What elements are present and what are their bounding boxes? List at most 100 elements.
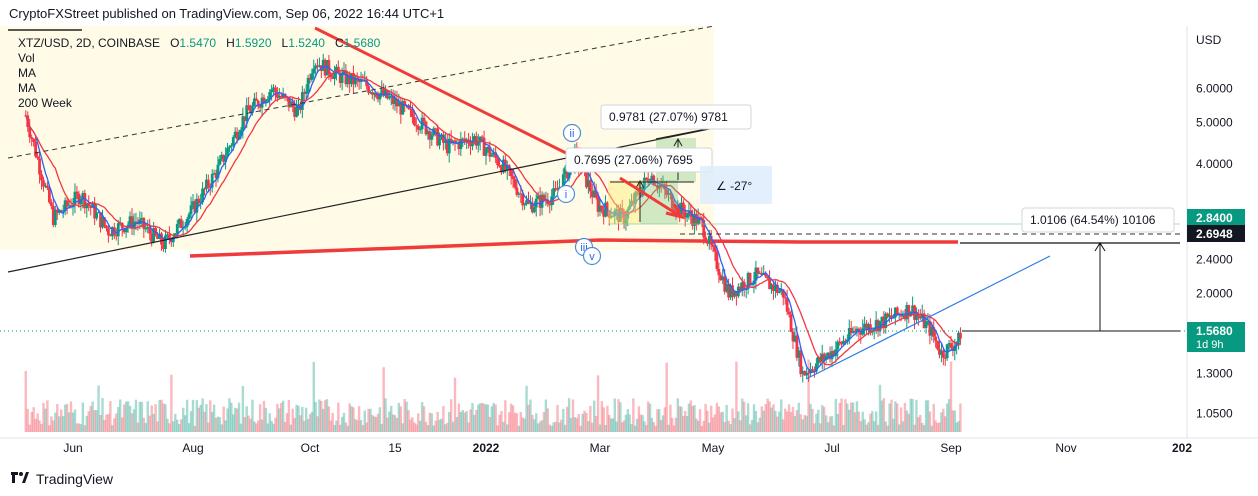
- volume-bar: [75, 423, 79, 432]
- arrow-head-icon: [673, 137, 683, 147]
- volume-bar: [799, 414, 802, 432]
- volume-bar: [626, 409, 629, 432]
- candle-body: [275, 92, 279, 98]
- volume-bar: [69, 401, 73, 432]
- candle-body: [884, 313, 888, 328]
- volume-bar: [130, 413, 134, 432]
- candle-body: [344, 70, 348, 85]
- volume-bar: [237, 402, 241, 432]
- candle-body: [316, 65, 319, 67]
- volume-bar: [840, 398, 843, 432]
- volume-bar: [168, 423, 171, 432]
- volume-bar: [239, 423, 243, 432]
- candle-body: [709, 235, 713, 245]
- candle-body: [274, 87, 277, 93]
- volume-bar: [56, 404, 59, 432]
- volume-bar: [853, 412, 857, 432]
- y-tick-label: 2.0000: [1196, 286, 1233, 300]
- volume-bar: [907, 413, 910, 432]
- volume-bar: [160, 399, 163, 432]
- volume-bar: [210, 411, 214, 432]
- volume-bar: [399, 406, 403, 432]
- volume-bar: [193, 425, 197, 432]
- volume-bar: [838, 402, 841, 432]
- volume-bar: [564, 424, 567, 432]
- volume-bar: [772, 404, 775, 432]
- volume-bar: [936, 422, 939, 432]
- volume-bar: [617, 399, 620, 432]
- legend-indicator-vol[interactable]: Vol: [18, 51, 35, 65]
- volume-bar: [639, 414, 642, 432]
- volume-bar: [189, 411, 193, 432]
- volume-bar: [924, 400, 928, 432]
- price-label-tag: [1187, 322, 1245, 352]
- volume-bar: [621, 422, 624, 432]
- candle-body: [888, 315, 891, 318]
- volume-bar: [637, 406, 641, 432]
- candle-body: [733, 291, 736, 297]
- price-chart[interactable]: 0.9781 (27.07%) 9781 0.7695 (27.06%) 7695…: [0, 26, 1258, 464]
- volume-bar: [669, 404, 672, 432]
- x-tick-label: Oct: [301, 441, 320, 455]
- volume-bar: [554, 421, 557, 432]
- volume-bar: [126, 401, 130, 432]
- volume-bar: [863, 419, 866, 432]
- legend-c-value: 1.5680: [343, 36, 381, 50]
- candle-body: [438, 138, 441, 146]
- volume-bar: [624, 414, 628, 432]
- volume-bar: [140, 402, 144, 432]
- price-label-countdown: 1d 9h: [1196, 339, 1224, 351]
- candle-body: [807, 372, 810, 374]
- volume-bar: [615, 421, 618, 432]
- volume-bar: [274, 417, 277, 432]
- candle-body: [114, 235, 118, 237]
- volume-bar: [449, 399, 453, 432]
- candle-body: [83, 193, 87, 209]
- volume-bar: [469, 409, 472, 432]
- volume-bar: [352, 407, 355, 432]
- legend-indicator-ma1[interactable]: MA: [18, 66, 36, 80]
- candle-body: [293, 106, 297, 117]
- candle-body: [836, 341, 840, 350]
- legend-ohlc[interactable]: XTZ/USD, 2D, COINBASE O1.5470 H1.5920 L1…: [18, 36, 380, 51]
- candle-body: [618, 208, 622, 222]
- time-axis[interactable]: Jun Aug Oct 15 2022 Mar May Jul Sep Nov 202: [63, 441, 1192, 455]
- volume-bar: [258, 404, 262, 432]
- volume-bar: [663, 407, 667, 432]
- candle-body: [353, 77, 357, 85]
- legend-indicator-ma2[interactable]: MA: [18, 81, 36, 95]
- candle-body: [943, 357, 947, 359]
- red-arrow: [619, 176, 681, 218]
- candle-body: [754, 267, 758, 281]
- candle-body: [484, 149, 488, 156]
- candle-body: [235, 131, 239, 140]
- candle-body: [272, 87, 275, 90]
- candle-body: [414, 125, 418, 127]
- volume-bar: [87, 411, 90, 432]
- volume-bar: [519, 411, 522, 432]
- candle-body: [777, 290, 781, 293]
- volume-bar: [676, 398, 680, 432]
- price-axis[interactable]: 6.0000 5.0000 4.0000 2.4000 2.0000 1.3000 1.05…: [1196, 82, 1233, 421]
- volume-bar: [340, 416, 344, 432]
- volume-bar: [310, 411, 314, 432]
- volume-bar: [440, 418, 443, 432]
- candle-body: [639, 194, 643, 196]
- candle-body: [689, 210, 693, 217]
- volume-bar: [546, 408, 550, 432]
- volume-bar: [538, 421, 542, 432]
- candle-body: [295, 106, 298, 117]
- y-tick-label: 1.0500: [1196, 406, 1233, 420]
- volume-bar: [195, 400, 199, 432]
- volume-bar: [199, 404, 202, 432]
- volume-bar: [721, 411, 724, 432]
- volume-bar: [214, 417, 218, 432]
- candle-body: [787, 311, 791, 315]
- volume-bar: [750, 419, 754, 432]
- volume-bar: [448, 411, 451, 432]
- candle-body: [63, 200, 67, 211]
- volume-bar: [73, 409, 77, 432]
- legend-indicator-200w[interactable]: 200 Week: [18, 96, 72, 110]
- volume-bar: [276, 403, 279, 432]
- candle-body: [727, 283, 731, 298]
